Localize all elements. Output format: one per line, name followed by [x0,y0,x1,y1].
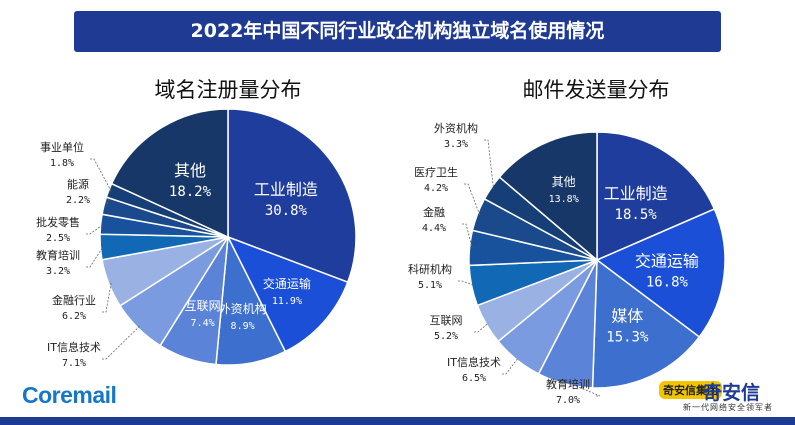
slice-value: 7.4% [191,318,215,329]
slice-value: 8.9% [231,321,255,332]
leader-line [458,280,475,286]
outer-value: 5.1% [418,280,442,291]
outer-value: 1.8% [50,158,74,169]
chart-title-email: 邮件发送量分布 [522,78,670,102]
footer-bar [0,417,795,425]
slice-label: 外资机构 [219,301,267,316]
outer-label: 科研机构 [408,262,452,276]
outer-label: 金融行业 [52,293,96,307]
slice-label: 其他 [174,161,206,180]
outer-value: 5.2% [434,331,458,342]
outer-label: 教育培训 [36,248,80,262]
logo-name: 奇安信 [703,382,761,404]
outer-label: 金融 [423,205,445,219]
outer-label: 批发零售 [36,215,80,229]
qianxin-logo: 奇安信集团 奇安信 新一代网络安全领军者 [655,378,785,414]
slice-value: 13.8% [549,194,579,205]
leader-line [102,325,140,360]
outer-value: 4.4% [422,223,446,234]
pie-slice [110,108,229,239]
logo-badge: 奇安信集团 [659,381,722,399]
leader-line [502,357,519,375]
slice-label: 交通运输 [263,276,311,291]
slice-label: 工业制造 [604,184,668,203]
slice-value: 15.3% [606,330,649,346]
leader-line [86,224,104,235]
leader-line [474,322,489,333]
pie-0: 工业制造 30.8% 交通运输 11.9% 外资机构 8.9% 互联网 7.4% IT信息技术 7… [36,108,357,369]
slice-value: 18.5% [615,207,658,223]
outer-label: 互联网 [430,314,463,327]
leader-line [565,381,601,397]
pie-slice [591,258,701,389]
leader-line [484,139,494,190]
slice-value: 11.9% [272,296,302,307]
pie-1: 工业制造 18.5% 交通运输 16.8% 媒体 15.3% 教育培训 7.0% IT信息技术 6… [408,121,726,406]
leader-line [102,282,112,313]
leader-line [90,158,112,192]
coremail-logo: Coremail [22,382,117,408]
leader-line [462,223,473,249]
outer-label: 外资机构 [434,121,478,135]
outer-value: 2.5% [46,233,70,244]
outer-label: 能源 [67,177,89,191]
slice-label: 互联网 [185,299,221,313]
outer-label: 医疗卫生 [414,165,458,179]
pie-slice [498,131,598,262]
pie-slice [226,235,349,353]
slice-label: 交通运输 [635,251,699,270]
slice-label: 工业制造 [254,180,318,199]
slice-label: 其他 [552,175,576,189]
outer-value: 4.2% [424,183,448,194]
outer-label: 事业单位 [40,140,84,154]
leader-line [464,183,481,216]
slice-value: 16.8% [646,274,689,290]
leader-line [86,246,104,268]
outer-value: 7.0% [556,395,580,406]
pie-slice [227,108,357,284]
outer-value: 2.2% [66,195,90,206]
outer-label: IT信息技术 [447,355,501,369]
outer-value: 3.3% [444,139,468,150]
slice-label: 媒体 [611,307,643,326]
chart-title-domain: 域名注册量分布 [154,78,302,102]
pie-slice [596,131,716,262]
outer-value: 6.5% [462,373,486,384]
outer-label: 教育培训 [546,377,590,391]
pie-slice [595,208,726,338]
slice-value: 18.2% [169,184,212,200]
outer-value: 6.2% [62,311,86,322]
banner-title: 2022年中国不同行业政企机构独立域名使用情况 [74,11,721,52]
outer-label: IT信息技术 [47,340,101,354]
slice-value: 30.8% [265,203,308,219]
logo-tagline: 新一代网络安全领军者 [683,403,773,412]
outer-value: 3.2% [46,266,70,277]
outer-value: 7.1% [62,358,86,369]
